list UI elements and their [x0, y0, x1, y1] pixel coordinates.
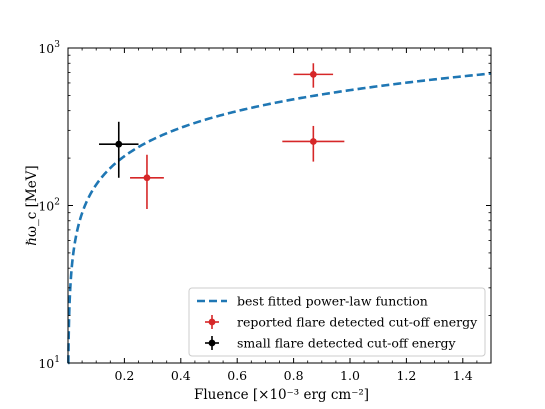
x-tick-label: 0.2	[114, 368, 134, 383]
legend-entry: reported flare detected cut-off energy	[205, 315, 478, 330]
legend-marker-swatch	[208, 318, 216, 326]
data-point	[99, 121, 139, 178]
legend-marker-swatch	[208, 339, 216, 347]
x-tick-label: 1.2	[396, 368, 416, 383]
y-axis-title: ℏω_c [MeV]	[24, 165, 40, 245]
legend-label: reported flare detected cut-off energy	[237, 315, 478, 330]
y-tick-label: 102	[38, 198, 60, 214]
point-marker	[115, 140, 123, 148]
data-point	[130, 154, 164, 210]
x-tick-label: 0.4	[171, 368, 191, 383]
y-tick-label: 101	[38, 355, 60, 371]
point-marker	[143, 174, 151, 182]
series-line-power-law	[67, 72, 492, 365]
data-point	[293, 63, 334, 88]
y-tick-label: 103	[38, 40, 60, 56]
x-tick-label: 1.4	[453, 368, 473, 383]
point-marker	[309, 138, 317, 145]
data-marks	[67, 63, 492, 365]
x-tick-label: 1.0	[340, 368, 360, 383]
legend-entry: small flare detected cut-off energy	[205, 336, 457, 351]
legend-entry: best fitted power-law function	[197, 294, 428, 309]
legend-label: best fitted power-law function	[237, 294, 428, 309]
legend-box	[188, 287, 486, 357]
legend: best fitted power-law function reported f…	[188, 287, 486, 357]
axes: 0.2 0.4 0.6 0.8 1.0 1.2 1.4 101 102 103 Fluence [×…	[24, 40, 492, 403]
legend-label: small flare detected cut-off energy	[237, 336, 457, 351]
data-point	[282, 125, 345, 162]
point-marker	[309, 70, 317, 78]
x-tick-label: 0.6	[227, 368, 247, 383]
x-axis-title: Fluence [×10⁻³ erg cm⁻²]	[194, 387, 369, 403]
x-tick-label: 0.8	[284, 368, 304, 383]
